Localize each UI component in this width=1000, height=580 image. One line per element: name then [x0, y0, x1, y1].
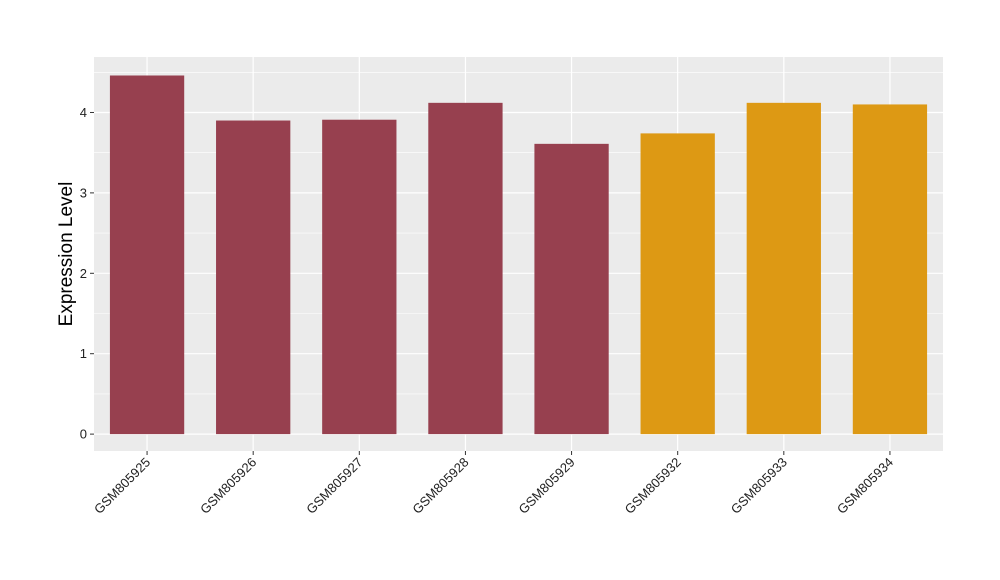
bar	[852, 104, 928, 435]
bar	[428, 102, 503, 435]
bar	[216, 120, 291, 435]
bar	[746, 102, 821, 435]
x-axis: GSM805925 GSM805926 GSM805927 GSM805928 GSM8…	[91, 451, 896, 517]
x-tick-label: GSM805926	[197, 455, 259, 517]
y-axis-title: Expression Level	[56, 182, 77, 327]
bar	[534, 143, 609, 435]
y-tick-label: 1	[80, 346, 87, 361]
x-tick-label: GSM805932	[622, 455, 684, 517]
y-tick-label: 2	[80, 266, 87, 281]
x-tick-label: GSM805928	[409, 455, 471, 517]
y-tick-label: 0	[80, 427, 87, 442]
y-tick-label: 3	[80, 185, 87, 200]
y-axis: 0 1 2 3 4	[80, 105, 94, 442]
bars	[109, 75, 928, 435]
y-tick-label: 4	[80, 105, 87, 120]
bar	[109, 75, 185, 435]
x-tick-label: GSM805933	[728, 455, 790, 517]
bar	[322, 119, 397, 435]
x-tick-label: GSM805927	[303, 455, 365, 517]
bar	[640, 133, 715, 435]
x-tick-label: GSM805925	[91, 455, 153, 517]
x-tick-label: GSM805934	[834, 455, 896, 517]
x-tick-label: GSM805929	[515, 455, 577, 517]
